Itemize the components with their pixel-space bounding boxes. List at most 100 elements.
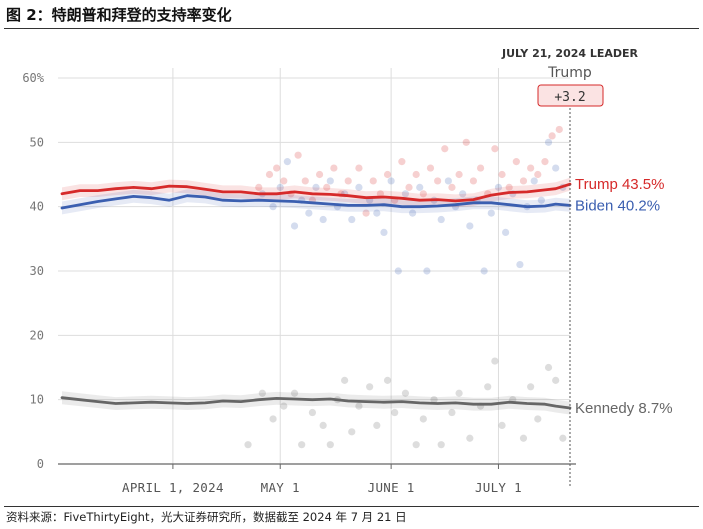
band-kennedy (62, 391, 570, 415)
poll-dot-biden (394, 267, 402, 275)
poll-dot-kennedy (373, 421, 381, 429)
y-tick-label: 10 (30, 393, 44, 407)
poll-dot-trump (441, 145, 449, 153)
poll-dot-biden (408, 209, 417, 217)
poll-dot-kennedy (412, 441, 420, 449)
end-label-trump: Trump 43.5% (575, 176, 664, 193)
poll-dot-biden (312, 183, 320, 191)
poll-dot-trump (344, 177, 352, 185)
poll-dot-kennedy (498, 421, 506, 429)
poll-dot-biden (552, 164, 560, 172)
poll-dot-trump (512, 158, 520, 166)
poll-dot-biden (319, 215, 327, 224)
leader-box-name: Trump (547, 65, 592, 81)
poll-dot-trump (448, 183, 456, 191)
poll-dot-kennedy (544, 363, 553, 372)
poll-dot-trump (301, 177, 309, 185)
poll-dot-biden (480, 267, 488, 275)
poll-dot-kennedy (280, 402, 288, 410)
poll-dot-kennedy (401, 389, 410, 397)
poll-dot-kennedy (559, 434, 567, 442)
leader-box-title: JULY 21, 2024 LEADER (501, 47, 639, 60)
bottom-rule (4, 506, 699, 507)
poll-dot-trump (280, 177, 288, 185)
poll-dot-biden (466, 222, 474, 230)
y-tick-label: 20 (30, 328, 44, 342)
axis-layer: 0 10 20 30 40 50 60% APRIL 1, 2024 MAY 1 JUNE 1 JU… (22, 71, 576, 495)
poll-dot-biden (387, 177, 395, 185)
poll-dot-trump (476, 164, 485, 172)
poll-dot-trump (315, 170, 324, 179)
y-tick-label: 40 (30, 200, 44, 214)
poll-dot-kennedy (319, 421, 327, 429)
poll-dot-kennedy (448, 408, 456, 417)
x-tick-label: APRIL 1, 2024 (122, 480, 224, 495)
poll-dot-biden (437, 215, 445, 224)
poll-dot-trump (369, 177, 377, 185)
poll-dot-kennedy (552, 376, 560, 384)
poll-dots-layer (244, 125, 567, 449)
poll-dot-trump (398, 158, 406, 166)
poll-dot-biden (373, 209, 381, 217)
poll-dot-kennedy (527, 383, 535, 391)
poll-dot-trump (330, 164, 338, 172)
poll-dot-trump (255, 183, 263, 191)
trend-lines-layer (60, 182, 572, 410)
trend-line-biden (60, 194, 572, 210)
x-tick-label: MAY 1 (261, 480, 300, 495)
poll-dot-trump (462, 138, 470, 146)
poll-dot-biden (380, 228, 388, 236)
poll-dot-kennedy (391, 408, 399, 417)
poll-dot-trump (541, 158, 549, 166)
poll-dot-trump (548, 132, 556, 140)
poll-dot-trump (555, 125, 563, 134)
poll-dot-biden (348, 215, 356, 224)
poll-dot-trump (405, 183, 413, 191)
trend-line-kennedy (60, 396, 572, 410)
poll-dot-biden (276, 183, 284, 191)
poll-dot-kennedy (269, 415, 277, 423)
poll-dot-trump (498, 170, 506, 179)
poll-dot-kennedy (466, 434, 474, 442)
poll-dot-kennedy (348, 428, 356, 436)
poll-dot-kennedy (383, 376, 392, 384)
poll-dot-biden (355, 183, 363, 191)
poll-dot-kennedy (534, 415, 542, 423)
poll-dot-trump (434, 177, 442, 185)
poll-dot-biden (494, 183, 503, 191)
poll-dot-kennedy (341, 376, 349, 384)
figure-source: 资料来源：FiveThirtyEight，光大证券研究所，数据截至 2024 年… (6, 510, 407, 524)
poll-dot-trump (491, 145, 499, 153)
poll-dot-trump (527, 164, 535, 172)
poll-dot-kennedy (455, 389, 463, 397)
poll-dot-kennedy (355, 402, 363, 410)
poll-dot-trump (469, 177, 478, 185)
poll-dot-biden (401, 190, 410, 198)
poll-dot-biden (530, 177, 538, 185)
poll-dot-kennedy (519, 434, 528, 442)
poll-dot-trump (355, 164, 363, 172)
poll-dot-biden (269, 203, 277, 211)
poll-dot-kennedy (244, 441, 252, 449)
poll-dot-kennedy (491, 357, 499, 365)
end-label-biden: Biden 40.2% (575, 197, 660, 214)
poll-dot-trump (265, 170, 274, 179)
x-tick-label: JUNE 1 (368, 480, 415, 495)
poll-dot-trump (455, 170, 463, 179)
poll-dot-trump (383, 170, 392, 179)
y-tick-label: 60% (22, 71, 44, 85)
poll-dot-trump (426, 164, 435, 172)
poll-dot-biden (516, 260, 524, 269)
poll-dot-biden (487, 209, 495, 217)
poll-dot-kennedy (419, 415, 427, 423)
poll-dot-biden (537, 196, 545, 204)
poll-dot-biden (326, 177, 334, 185)
poll-dot-biden (423, 267, 431, 275)
poll-dot-kennedy (484, 383, 492, 391)
poll-dot-kennedy (258, 389, 266, 397)
poll-dot-trump (273, 164, 281, 172)
poll-dot-trump (323, 183, 331, 191)
poll-dot-trump (376, 190, 384, 198)
poll-dot-trump (519, 177, 528, 185)
poll-dot-kennedy (308, 408, 317, 417)
